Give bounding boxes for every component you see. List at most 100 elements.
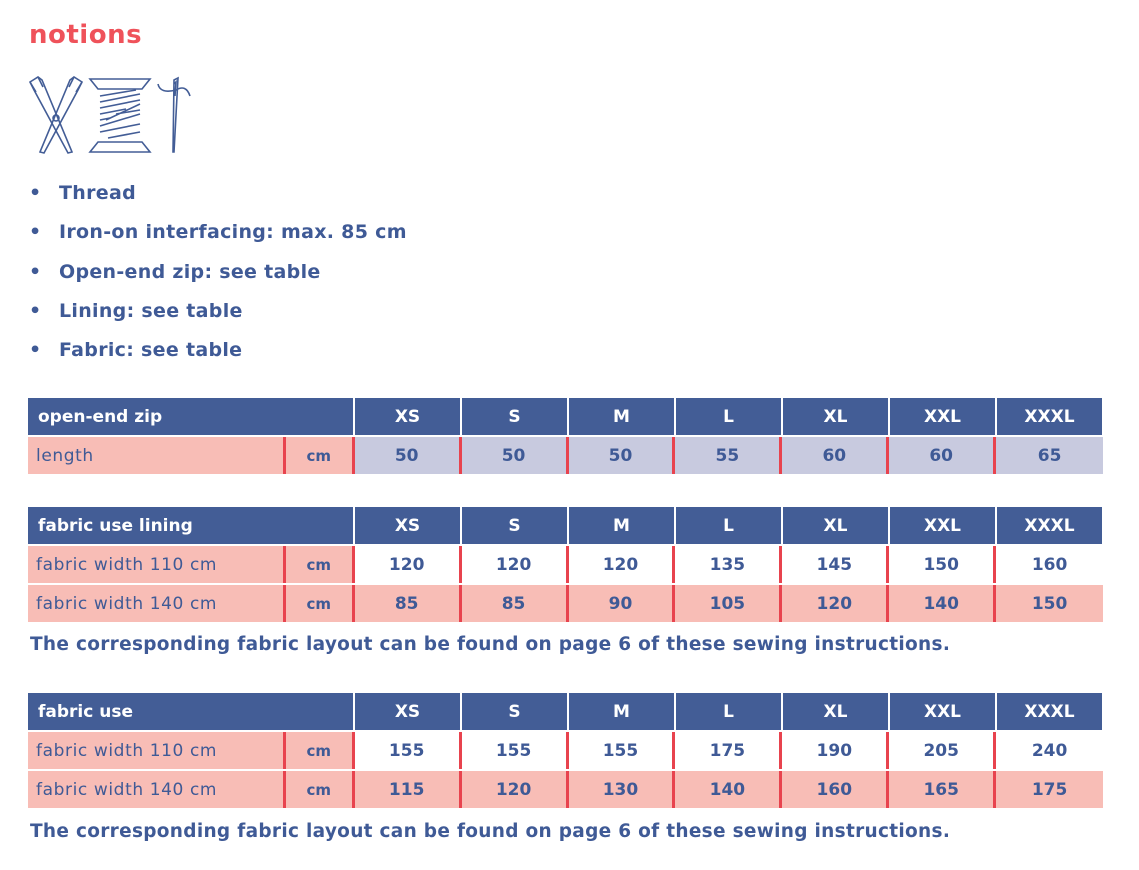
value-cell-s: 50: [461, 437, 569, 474]
value-cell-s: 155: [461, 732, 569, 769]
size-header-xl: XL: [783, 507, 888, 544]
list-item: • Open-end zip: see table: [29, 261, 407, 300]
value-cell-xl: 145: [782, 546, 890, 583]
size-header-xs: XS: [355, 693, 460, 730]
size-header-l: L: [676, 507, 781, 544]
table-row: fabric width 110 cm cm 120 120 120 135 145 150 1…: [28, 546, 1104, 583]
fabric-layout-note: The corresponding fabric layout can be f…: [30, 821, 951, 842]
value-cell-l: 140: [675, 771, 783, 808]
table-row: fabric width 140 cm cm 85 85 90 105 120 140 150: [28, 585, 1104, 622]
size-header-xxl: XXL: [890, 507, 995, 544]
bullet-icon: •: [29, 182, 42, 204]
fabric-use-lining-table: fabric use lining XS S M L XL XXL XXXL fabric wi…: [28, 507, 1104, 624]
table-row: fabric width 110 cm cm 155 155 155 175 190 205 2…: [28, 732, 1104, 769]
value-cell-xxxl: 240: [996, 732, 1104, 769]
row-unit: cm: [285, 437, 355, 474]
row-unit: cm: [285, 771, 355, 808]
value-cell-xxl: 140: [889, 585, 997, 622]
value-cell-m: 120: [568, 546, 676, 583]
section-title: notions: [29, 20, 143, 50]
size-header-s: S: [462, 398, 567, 435]
value-cell-m: 50: [568, 437, 676, 474]
table-row: length cm 50 50 50 55 60 60 65: [28, 437, 1104, 474]
value-cell-m: 130: [568, 771, 676, 808]
list-item-text: Lining: see table: [59, 299, 243, 322]
list-item: • Lining: see table: [29, 300, 407, 339]
size-header-xs: XS: [355, 507, 460, 544]
bullet-icon: •: [29, 221, 42, 244]
size-header-xxl: XXL: [890, 398, 995, 435]
size-header-l: L: [676, 693, 781, 730]
bullet-icon: •: [29, 299, 42, 322]
value-cell-xl: 120: [782, 585, 890, 622]
value-cell-l: 105: [675, 585, 783, 622]
list-item: • Fabric: see table: [29, 339, 407, 378]
size-header-xl: XL: [783, 693, 888, 730]
table-title: fabric use: [28, 693, 353, 730]
value-cell-l: 135: [675, 546, 783, 583]
list-item-text: Fabric: see table: [59, 339, 243, 362]
table-header-row: fabric use XS S M L XL XXL XXXL: [28, 693, 1103, 730]
size-header-l: L: [676, 398, 781, 435]
value-cell-xxl: 60: [889, 437, 997, 474]
list-item: • Thread: [29, 182, 407, 221]
table-header-row: open-end zip XS S M L XL XXL XXXL: [28, 398, 1103, 435]
bullet-icon: •: [29, 339, 42, 362]
size-header-xs: XS: [355, 398, 460, 435]
notions-list: • Thread • Iron-on interfacing: max. 85 cm •…: [29, 182, 407, 378]
size-header-xl: XL: [783, 398, 888, 435]
row-label: fabric width 110 cm: [28, 732, 286, 769]
value-cell-xxxl: 175: [996, 771, 1104, 808]
value-cell-xxl: 205: [889, 732, 997, 769]
table-header-row: fabric use lining XS S M L XL XXL XXXL: [28, 507, 1103, 544]
value-cell-xxxl: 150: [996, 585, 1104, 622]
table-title: fabric use lining: [28, 507, 353, 544]
list-item-text: Open-end zip: see table: [59, 260, 321, 283]
row-unit: cm: [285, 546, 355, 583]
value-cell-xl: 60: [782, 437, 890, 474]
size-header-m: M: [569, 693, 674, 730]
size-header-s: S: [462, 693, 567, 730]
size-header-s: S: [462, 507, 567, 544]
row-label: fabric width 140 cm: [28, 771, 286, 808]
open-end-zip-table: open-end zip XS S M L XL XXL XXXL length cm 50 50 50…: [28, 398, 1104, 476]
size-header-xxxl: XXXL: [997, 693, 1102, 730]
thread-spool-icon: [88, 78, 152, 153]
value-cell-xs: 115: [354, 771, 462, 808]
value-cell-xxl: 150: [889, 546, 997, 583]
value-cell-s: 120: [461, 546, 569, 583]
size-header-m: M: [569, 507, 674, 544]
size-header-xxxl: XXXL: [997, 507, 1102, 544]
value-cell-l: 55: [675, 437, 783, 474]
value-cell-m: 155: [568, 732, 676, 769]
list-item-text: Iron-on interfacing: max. 85 cm: [59, 221, 407, 244]
value-cell-s: 120: [461, 771, 569, 808]
value-cell-xxxl: 65: [996, 437, 1104, 474]
value-cell-xl: 160: [782, 771, 890, 808]
size-header-xxxl: XXXL: [997, 398, 1102, 435]
value-cell-xs: 120: [354, 546, 462, 583]
row-label: fabric width 140 cm: [28, 585, 286, 622]
row-unit: cm: [285, 732, 355, 769]
value-cell-xs: 155: [354, 732, 462, 769]
value-cell-l: 175: [675, 732, 783, 769]
size-header-m: M: [569, 398, 674, 435]
row-label: fabric width 110 cm: [28, 546, 286, 583]
table-title: open-end zip: [28, 398, 353, 435]
row-label: length: [28, 437, 286, 474]
fabric-layout-note: The corresponding fabric layout can be f…: [30, 634, 951, 655]
list-item-text: Thread: [59, 182, 136, 204]
value-cell-xs: 85: [354, 585, 462, 622]
value-cell-xxl: 165: [889, 771, 997, 808]
bullet-icon: •: [29, 260, 42, 283]
value-cell-m: 90: [568, 585, 676, 622]
notions-icons: [26, 74, 206, 156]
table-row: fabric width 140 cm cm 115 120 130 140 160 165 1…: [28, 771, 1104, 808]
size-header-xxl: XXL: [890, 693, 995, 730]
scissors-icon: [28, 76, 84, 154]
value-cell-xs: 50: [354, 437, 462, 474]
value-cell-xl: 190: [782, 732, 890, 769]
fabric-use-table: fabric use XS S M L XL XXL XXXL fabric width 110…: [28, 693, 1104, 810]
value-cell-xxxl: 160: [996, 546, 1104, 583]
needle-icon: [157, 76, 191, 153]
